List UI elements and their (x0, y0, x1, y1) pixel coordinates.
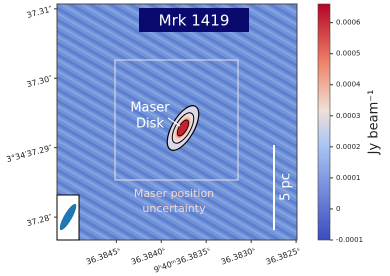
disk-label: Maser (130, 101, 170, 116)
uncertainty-box (114, 59, 239, 181)
colorbar-tick-label: 0.0004 (336, 81, 361, 89)
scale-bar-label: 5 pc (279, 173, 294, 201)
y-tick-label: 37.28″ (26, 213, 53, 228)
colorbar-tick-label: 0 (336, 205, 340, 213)
colorbar-tick-label: -0.0001 (336, 236, 363, 244)
maser-source (166, 105, 200, 151)
colorbar (317, 3, 331, 241)
x-tick-label: 36.3845ˢ (85, 246, 122, 267)
colorbar-tick-label: 0.0001 (336, 174, 361, 182)
colorbar-label: Jy beam⁻¹ (367, 90, 382, 156)
colorbar-tick-label: 0.0003 (336, 112, 361, 120)
chart-title: Mrk 1419 (159, 12, 230, 30)
title-box (139, 8, 249, 32)
disk-pointer (167, 117, 181, 127)
uncertainty-label: uncertainty (142, 202, 206, 215)
uncertainty-label: Maser position (134, 187, 214, 200)
y-tick-label: 3°34′37.29″ (5, 143, 53, 164)
y-tick-label: 37.30″ (26, 74, 53, 89)
x-tick-label: 36.3830ˢ (220, 246, 257, 267)
disk-label: Disk (136, 117, 164, 132)
x-tick-label: 36.3825ˢ (265, 246, 302, 267)
colorbar-tick-label: 0.0002 (336, 143, 361, 151)
y-tick-label: 37.31″ (26, 5, 53, 20)
beam (59, 203, 77, 231)
colorbar-tick-label: 0.0005 (336, 50, 361, 58)
colorbar-tick-label: 0.0006 (336, 19, 361, 27)
